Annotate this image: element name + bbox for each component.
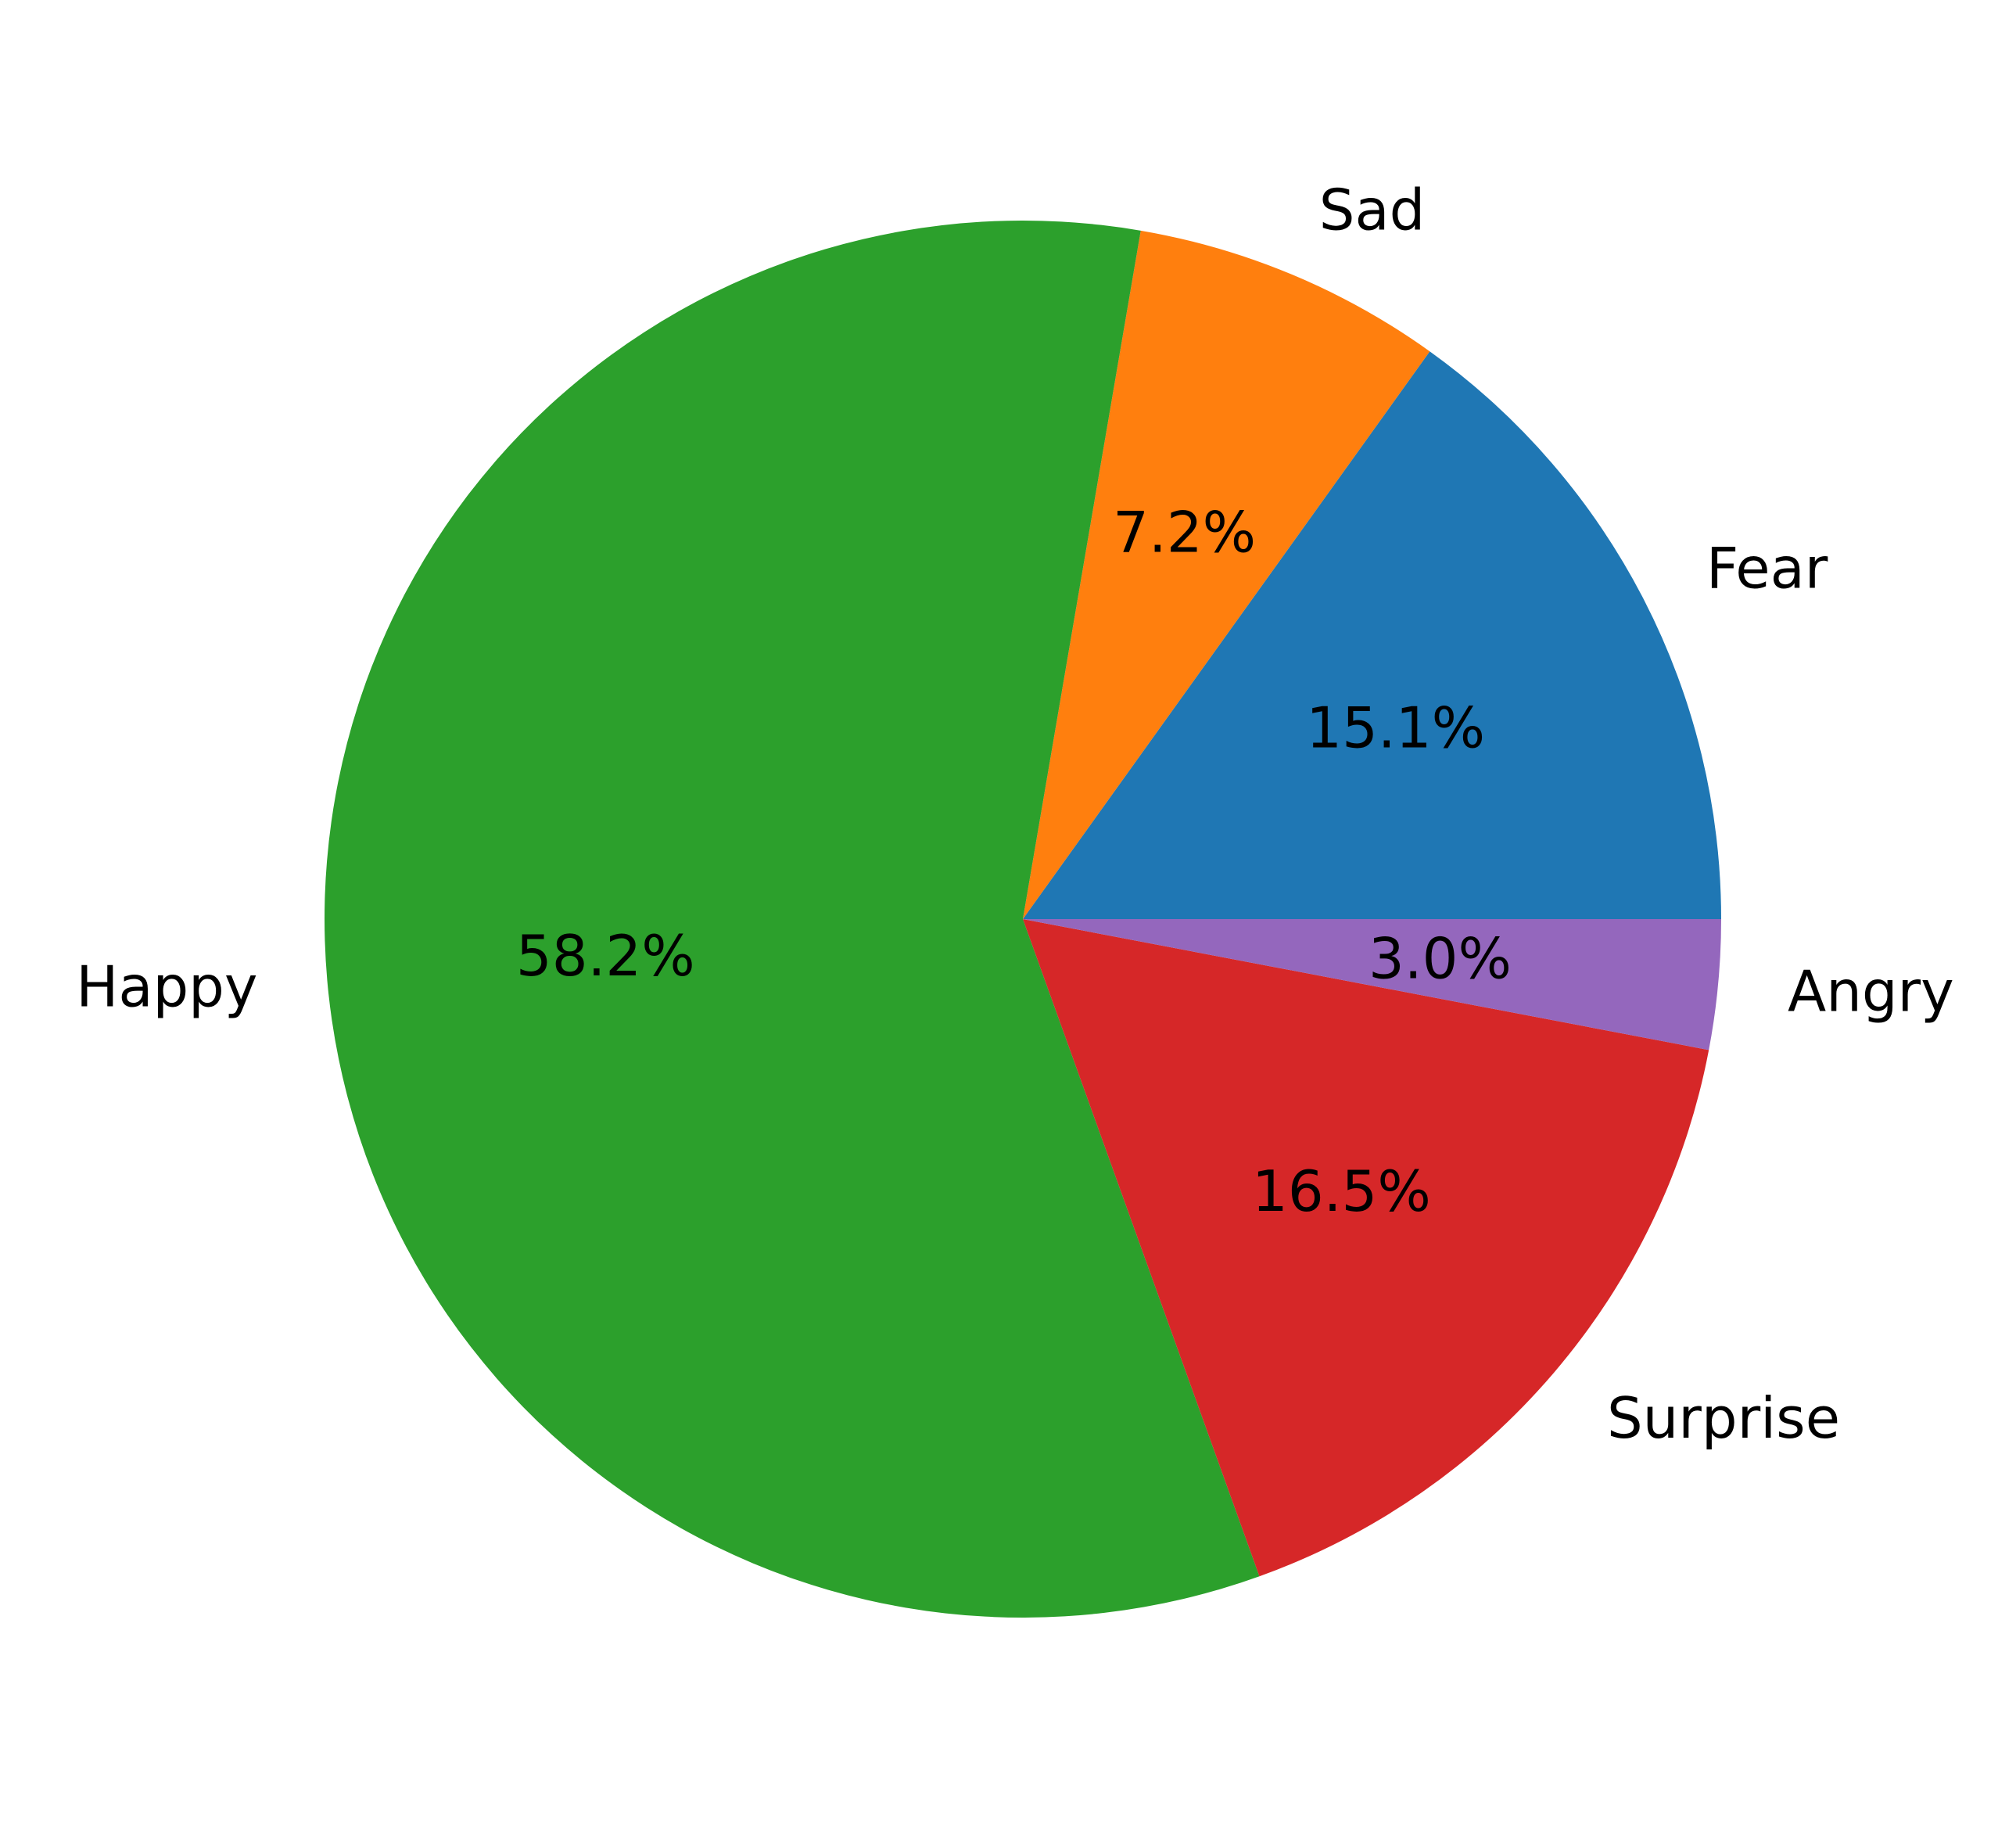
pct-label-surprise: 16.5%: [1252, 1158, 1431, 1224]
pie-slice-happy: [324, 220, 1260, 1618]
percentage-labels: 15.1% 7.2% 58.2% 16.5% 3.0%: [516, 500, 1512, 1224]
pie-slice-surprise: [1023, 919, 1709, 1577]
pct-label-fear: 15.1%: [1306, 695, 1485, 760]
category-label-fear: Fear: [1706, 535, 1828, 601]
category-label-surprise: Surprise: [1607, 1385, 1840, 1451]
pct-label-happy: 58.2%: [516, 923, 695, 989]
pct-label-sad: 7.2%: [1113, 500, 1256, 566]
category-label-happy: Happy: [76, 954, 257, 1019]
category-label-angry: Angry: [1788, 958, 1954, 1024]
pct-label-angry: 3.0%: [1369, 925, 1512, 991]
pie-slices: [324, 220, 1721, 1618]
category-label-sad: Sad: [1319, 178, 1426, 243]
pie-slice-angry: [1023, 919, 1721, 1050]
category-labels: Fear Sad Happy Surprise Angry: [76, 178, 1954, 1451]
pie-slice-fear: [1023, 351, 1721, 919]
pie-slice-sad: [1023, 230, 1430, 920]
